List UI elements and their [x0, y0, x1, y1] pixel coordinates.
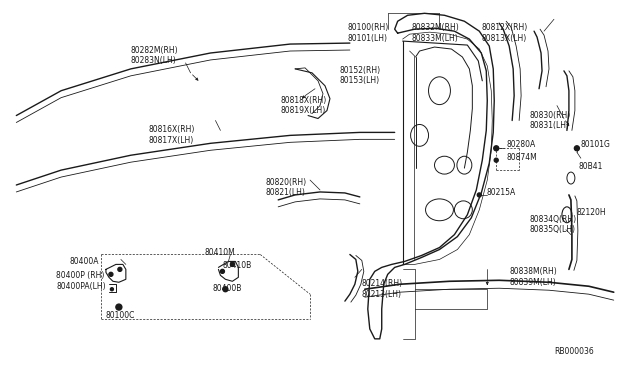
Text: 80820(RH)
80821(LH): 80820(RH) 80821(LH): [265, 178, 307, 198]
Text: 80282M(RH)
80283N(LH): 80282M(RH) 80283N(LH): [131, 46, 179, 65]
Text: 80818X(RH)
80819X(LH): 80818X(RH) 80819X(LH): [280, 96, 326, 115]
Circle shape: [109, 272, 113, 276]
Circle shape: [220, 269, 225, 273]
Text: 80400P (RH)
80400PA(LH): 80400P (RH) 80400PA(LH): [56, 271, 106, 291]
Text: 80400B: 80400B: [212, 284, 242, 293]
Circle shape: [118, 267, 122, 271]
Circle shape: [116, 304, 122, 310]
Text: 80152(RH)
80153(LH): 80152(RH) 80153(LH): [340, 66, 381, 85]
Circle shape: [493, 146, 499, 151]
Text: 80874M: 80874M: [506, 153, 537, 162]
Text: 80100(RH)
80101(LH): 80100(RH) 80101(LH): [348, 23, 389, 43]
Text: 80832M(RH)
80833M(LH): 80832M(RH) 80833M(LH): [412, 23, 460, 43]
Text: 80410M: 80410M: [205, 247, 236, 257]
Circle shape: [574, 146, 579, 151]
Circle shape: [223, 287, 228, 292]
Text: RB000036: RB000036: [554, 347, 594, 356]
Text: 80410B: 80410B: [223, 262, 252, 270]
Circle shape: [477, 193, 481, 197]
Circle shape: [494, 158, 498, 162]
Circle shape: [230, 262, 234, 266]
Text: 80B41: 80B41: [579, 162, 604, 171]
Text: 80400A: 80400A: [69, 257, 99, 266]
Text: 80101G: 80101G: [581, 140, 611, 149]
Text: 80812X(RH)
80813X(LH): 80812X(RH) 80813X(LH): [481, 23, 527, 43]
Text: 80816X(RH)
80817X(LH): 80816X(RH) 80817X(LH): [148, 125, 195, 145]
Circle shape: [111, 288, 113, 291]
Text: 80838M(RH)
80839M(LH): 80838M(RH) 80839M(LH): [509, 267, 557, 287]
Text: 82120H: 82120H: [577, 208, 607, 217]
Text: 80834Q(RH)
80835Q(LH): 80834Q(RH) 80835Q(LH): [529, 215, 576, 234]
Text: 80214(RH)
80213(LH): 80214(RH) 80213(LH): [362, 279, 403, 299]
Text: 80215A: 80215A: [486, 188, 516, 197]
Text: 80100C: 80100C: [106, 311, 135, 320]
Text: 80280A: 80280A: [506, 140, 536, 149]
Text: 80830(RH)
80831(LH): 80830(RH) 80831(LH): [529, 110, 570, 130]
